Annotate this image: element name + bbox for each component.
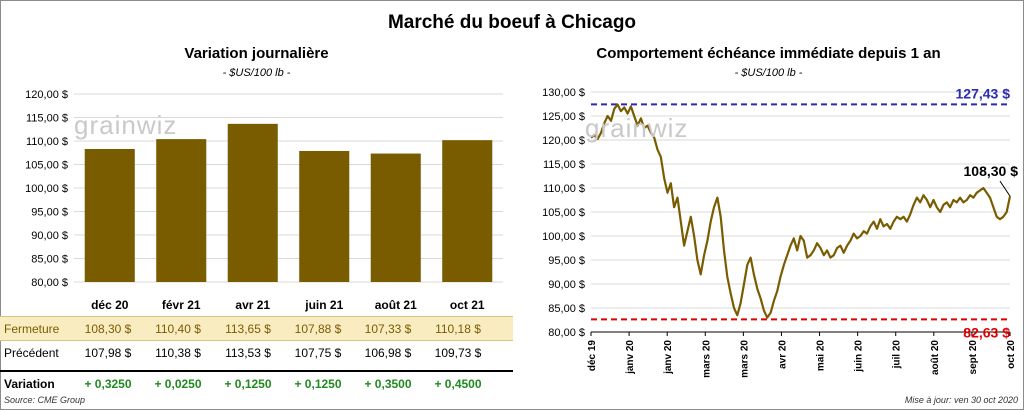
- bar: [156, 139, 207, 282]
- watermark-right: grainwiz: [585, 113, 689, 143]
- x-tick-label: déc 20: [91, 298, 129, 312]
- line-chart: 80,00 $ 85,00 $ 90,00 $ 95,00 $ 100,00 $ 105,…: [542, 85, 1019, 378]
- source-note: Source: CME Group: [4, 395, 86, 405]
- bar: [299, 150, 350, 282]
- table-cell: 108,30 $: [84, 322, 132, 336]
- right-chart-title: Comportement échéance immédiate depuis 1…: [596, 45, 941, 62]
- y-tick-label: 90,00 $: [548, 279, 585, 291]
- x-tick-label: juil 20: [892, 340, 903, 370]
- table-cell: + 0,4500: [434, 377, 482, 391]
- y-tick-label: 80,00 $: [548, 327, 585, 339]
- y-tick-label: 100,00 $: [25, 183, 68, 195]
- x-tick-label: août 20: [930, 340, 941, 375]
- table-cell: 107,98 $: [84, 346, 132, 360]
- table-cell: 110,18 $: [435, 322, 481, 336]
- bar: [442, 140, 493, 282]
- x-tick-label: oct 20: [1006, 340, 1017, 369]
- y-tick-label: 115,00 $: [543, 159, 585, 171]
- bar: [84, 148, 135, 282]
- price-series-line: [590, 103, 1012, 319]
- bar-chart: 80,00 $ 85,00 $ 90,00 $ 95,00 $ 100,00 $ 105,…: [25, 89, 503, 312]
- table-cell: 113,53 $: [225, 346, 271, 360]
- left-chart-subtitle: - $US/100 lb -: [222, 67, 291, 79]
- table-cell: + 0,0250: [154, 377, 202, 391]
- main-title: Marché du boeuf à Chicago: [387, 12, 637, 33]
- x-tick-label: août 21: [375, 298, 417, 312]
- y-tick-label: 120,00 $: [542, 135, 585, 147]
- y-tick-label: 120,00 $: [25, 89, 68, 101]
- y-tick-label: 105,00 $: [25, 160, 68, 172]
- table-row-close: Fermeture 108,30 $ 110,40 $ 113,65 $ 107…: [0, 316, 513, 341]
- y-tick-label: 110,00 $: [543, 183, 585, 195]
- table-cell: 110,40 $: [155, 322, 201, 336]
- y-tick-label: 105,00 $: [542, 207, 585, 219]
- y-tick-label: 95,00 $: [31, 207, 68, 219]
- x-tick-label: oct 21: [450, 298, 485, 312]
- y-tick-label: 80,00 $: [31, 277, 68, 289]
- x-tick-label: juin 21: [304, 298, 343, 312]
- y-tick-label: 90,00 $: [31, 230, 68, 242]
- last-value-leader: [999, 180, 1011, 197]
- x-tick-label: déc 19: [587, 340, 598, 372]
- y-tick-label: 125,00 $: [542, 111, 585, 123]
- update-note: Mise à jour: ven 30 oct 2020: [904, 395, 1018, 405]
- table-cell: 107,75 $: [294, 346, 342, 360]
- y-tick-label: 110,00 $: [26, 136, 68, 148]
- table-cell: 110,38 $: [155, 346, 201, 360]
- left-chart-title: Variation journalière: [184, 45, 329, 62]
- last-value-label: 108,30 $: [964, 163, 1019, 179]
- x-tick-label: mai 20: [816, 340, 827, 372]
- table-cell: 107,33 $: [364, 322, 412, 336]
- table-row-previous: Précédent 107,98 $ 110,38 $ 113,53 $ 107…: [0, 341, 513, 364]
- x-tick-label: janv 20: [663, 340, 674, 375]
- bar: [370, 153, 421, 282]
- x-tick-label: juin 20: [854, 340, 865, 373]
- table-row-variation: Variation + 0,3250 + 0,0250 + 0,1250 + 0…: [0, 370, 513, 395]
- row-label: Fermeture: [4, 322, 60, 336]
- row-label: Précédent: [4, 346, 59, 360]
- table-cell: + 0,1250: [224, 377, 272, 391]
- high-value-label: 127,43 $: [956, 85, 1011, 101]
- y-tick-label: 100,00 $: [542, 231, 585, 243]
- y-tick-label: 85,00 $: [31, 254, 68, 266]
- y-tick-label: 115,00 $: [26, 113, 68, 125]
- x-tick-label: sept 20: [968, 340, 979, 375]
- watermark-left: grainwiz: [74, 110, 178, 140]
- x-tick-label: avr 21: [235, 298, 270, 312]
- x-tick-label: janv 20: [625, 340, 636, 375]
- right-chart-subtitle: - $US/100 lb -: [734, 67, 803, 79]
- x-tick-label: mars 20: [739, 340, 750, 378]
- bar: [227, 123, 278, 282]
- y-tick-label: 85,00 $: [548, 303, 585, 315]
- x-tick-label: avr 20: [777, 340, 788, 369]
- table-cell: + 0,3500: [364, 377, 412, 391]
- table-cell: 113,65 $: [225, 322, 271, 336]
- x-tick-label: févr 21: [162, 298, 201, 312]
- y-tick-label: 95,00 $: [548, 255, 585, 267]
- table-cell: + 0,3250: [84, 377, 132, 391]
- table-cell: 106,98 $: [364, 346, 412, 360]
- table-cell: 107,88 $: [294, 322, 342, 336]
- y-tick-label: 130,00 $: [542, 87, 585, 99]
- table-cell: 109,73 $: [434, 346, 482, 360]
- x-tick-label: mars 20: [701, 340, 712, 378]
- low-value-label: 82,63 $: [963, 324, 1010, 340]
- table-cell: + 0,1250: [294, 377, 342, 391]
- row-label: Variation: [4, 377, 55, 391]
